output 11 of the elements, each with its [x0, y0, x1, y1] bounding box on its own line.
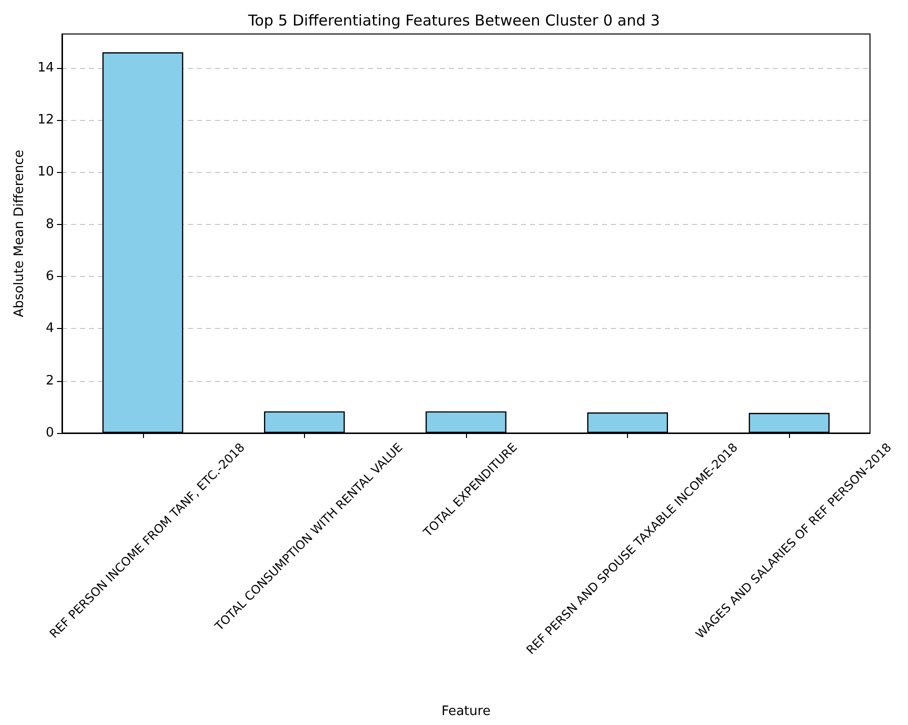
- chart-title: Top 5 Differentiating Features Between Cluster 0 and 3: [247, 12, 660, 30]
- y-axis-title: Absolute Mean Difference: [12, 150, 27, 318]
- y-tick-label: 12: [37, 112, 54, 128]
- y-tick-label: 0: [46, 426, 54, 440]
- y-tick-label: 2: [46, 373, 54, 388]
- x-axis-title: Feature: [441, 704, 491, 719]
- y-tick-label: 6: [46, 269, 54, 284]
- y-tick-label: 14: [37, 60, 54, 76]
- y-tick-label: 8: [46, 216, 54, 232]
- y-tick-label: 10: [37, 164, 54, 180]
- y-tick-label: 4: [46, 321, 54, 336]
